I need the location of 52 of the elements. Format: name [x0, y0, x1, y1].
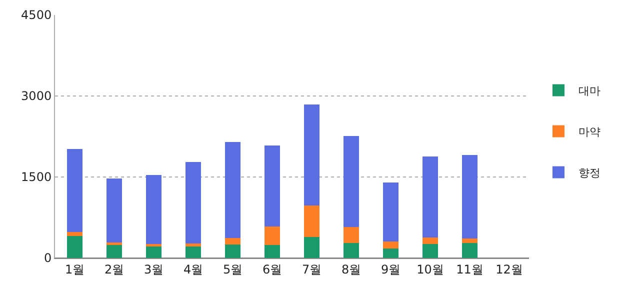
bar	[422, 156, 438, 238]
bar	[382, 248, 399, 258]
bar	[462, 154, 478, 239]
legend-label: 향정	[578, 166, 600, 180]
bar	[264, 226, 280, 246]
bar	[224, 238, 241, 244]
bar	[343, 136, 360, 228]
x-tick-label: 11월	[456, 262, 484, 276]
x-tick-label: 9월	[380, 262, 401, 276]
y-tick-label: 1500	[21, 170, 52, 184]
bar	[185, 246, 202, 258]
bar	[106, 178, 122, 242]
bar	[304, 236, 320, 258]
x-tick-label: 1월	[64, 262, 85, 276]
bar	[66, 232, 83, 236]
bar	[462, 238, 478, 243]
bar	[304, 206, 320, 237]
bar	[343, 227, 360, 243]
x-tick-label: 7월	[302, 262, 322, 276]
legend-label: 대마	[578, 84, 600, 98]
bar	[422, 237, 438, 244]
x-tick-label: 5월	[222, 262, 243, 276]
bar	[264, 245, 280, 258]
bar	[422, 244, 438, 258]
y-tick-label: 3000	[21, 89, 52, 104]
bar	[224, 142, 241, 238]
bar	[185, 243, 202, 247]
bar	[382, 182, 399, 242]
x-tick-label: 4월	[183, 262, 204, 276]
bar	[66, 236, 83, 258]
bar	[264, 146, 280, 227]
bar	[304, 104, 320, 206]
bar	[106, 242, 122, 246]
bar	[146, 244, 162, 247]
y-tick-label: 0	[44, 251, 52, 266]
bar	[66, 148, 83, 232]
bar	[382, 241, 399, 248]
x-tick-label: 8월	[341, 262, 362, 276]
x-tick-label: 10월	[416, 262, 444, 276]
x-tick-label: 6월	[262, 262, 282, 276]
bar	[106, 245, 122, 258]
bar	[146, 174, 162, 244]
bar	[343, 242, 360, 258]
x-tick-label: 2월	[104, 262, 124, 276]
bar	[146, 246, 162, 258]
legend-label: 마약	[578, 126, 600, 139]
bar	[185, 162, 202, 244]
bar	[462, 242, 478, 258]
y-tick-label: 4500	[21, 8, 52, 22]
x-tick-label: 12월	[496, 262, 523, 276]
x-tick-label: 3월	[144, 262, 164, 276]
bar	[224, 244, 241, 258]
